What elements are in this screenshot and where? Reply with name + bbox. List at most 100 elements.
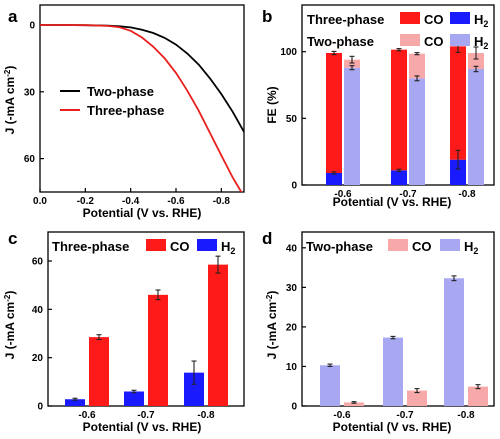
- panel-c-letter: c: [8, 229, 17, 248]
- panel-d-letter: d: [262, 229, 272, 248]
- panel-d-ytick-label: 40: [286, 243, 298, 254]
- legend-c-h2-label: H2: [221, 239, 235, 256]
- legend-two-phase-label: Two-phase: [87, 84, 154, 99]
- panel-b-bar-three-phase-co: [391, 49, 407, 171]
- panel-a-letter: a: [8, 7, 18, 26]
- panel-c-bar-co: [208, 264, 228, 406]
- panel-b-bar-two-phase-h2: [409, 78, 425, 185]
- panel-a-series-three-phase: [40, 24, 243, 192]
- panel-d-bar-h2: [444, 278, 464, 406]
- legend-b-three-co-swatch: [400, 12, 420, 24]
- panel-d-ytick-label: 0: [291, 402, 297, 413]
- panel-c-ytick-label: 20: [32, 353, 44, 364]
- panel-b-letter: b: [262, 7, 272, 26]
- panel-c-bar-co: [89, 337, 109, 406]
- legend-b-three-h2-label: H2: [474, 12, 488, 29]
- panel-d-xtick-label: -0.8: [457, 410, 475, 421]
- panel-a-ytick-label: 0: [29, 21, 35, 32]
- panel-a-xtick-label: -0.4: [122, 196, 140, 207]
- legend-b-two-h2-swatch: [450, 34, 470, 46]
- legend-c-co-swatch: [146, 239, 166, 251]
- panel-b-bar-three-phase-h2: [450, 159, 466, 185]
- panel-b-bar-two-phase-co: [344, 59, 360, 68]
- panel-a-ylabel: J (-mA cm-2): [3, 66, 17, 135]
- panel-d-xlabel: Potential (V vs. RHE): [333, 420, 452, 434]
- panel-b-bar-two-phase-h2: [468, 69, 484, 185]
- panel-d: d 0 10 20 30 40 -0.6 -0.7 -0.8 Potential (V vs.…: [262, 229, 495, 434]
- panel-c-ylabel: J (-mA cm-2): [3, 291, 17, 360]
- panel-b-bar-two-phase-co: [468, 53, 484, 69]
- legend-b-three-co-label: CO: [424, 12, 444, 27]
- legend-b-two-co-swatch: [400, 34, 420, 46]
- panel-a-xtick-label: -0.2: [77, 196, 95, 207]
- panel-c-ytick-label: 0: [37, 402, 43, 413]
- panel-a-xtick-label: -0.6: [167, 196, 185, 207]
- panel-d-xtick-label: -0.6: [333, 410, 351, 421]
- panel-a-frame: [39, 4, 245, 193]
- legend-d-co-label: CO: [412, 239, 432, 254]
- panel-b-plot: 0 50 100 -0.6 -0.7 -0.8: [280, 4, 495, 200]
- panel-c-frame: [47, 231, 245, 407]
- panel-d-bar-h2: [320, 365, 340, 406]
- panel-b: b 0 50 100 -0.6 -0.7 -0.8 Potential (V vs. RH…: [262, 4, 495, 209]
- panel-b-bar-three-phase-h2: [326, 173, 342, 185]
- panel-d-bar-co: [407, 390, 427, 406]
- panel-d-ytick-label: 20: [286, 322, 298, 333]
- panel-c-bar-h2: [184, 372, 204, 406]
- panel-b-bar-two-phase-co: [409, 53, 425, 79]
- panel-c-xlabel: Potential (V vs. RHE): [83, 420, 202, 434]
- panel-c-plot: 0 20 40 60 -0.6 -0.7 -0.8: [32, 231, 245, 421]
- panel-c: c 0 20 40 60 -0.6 -0.7 -0.8 Potential (V vs. R…: [3, 229, 245, 434]
- panel-a-legend: Two-phase Three-phase: [60, 84, 164, 118]
- legend-three-phase-label: Three-phase: [87, 103, 164, 118]
- panel-c-ytick-label: 40: [32, 305, 44, 316]
- legend-d-co-swatch: [388, 239, 408, 251]
- panel-c-bar-h2: [124, 391, 144, 406]
- panel-d-ytick-label: 30: [286, 283, 298, 294]
- panel-d-plot: 0 10 20 30 40 -0.6 -0.7 -0.8: [286, 231, 495, 421]
- panel-a-xtick-label: -0.8: [213, 196, 231, 207]
- panel-a-xtick-label: 0.0: [33, 196, 47, 207]
- legend-b-two-h2-label: H2: [474, 34, 488, 51]
- panel-b-xlabel: Potential (V vs. RHE): [333, 195, 452, 209]
- panel-d-ylabel: J (-mA cm-2): [265, 291, 279, 360]
- panel-b-ytick-label: 50: [286, 114, 298, 125]
- panel-a-ytick-label: 60: [24, 154, 36, 165]
- panel-c-bar-co: [148, 294, 168, 406]
- panel-b-bar-three-phase-co: [326, 53, 342, 173]
- panel-c-ytick-label: 60: [32, 257, 44, 268]
- legend-b-two-phase: Two-phase: [307, 34, 374, 49]
- panel-b-bar-three-phase-h2: [391, 170, 407, 185]
- panel-a-xlabel: Potential (V vs. RHE): [83, 206, 202, 220]
- panel-d-xtick-label: -0.7: [396, 410, 414, 421]
- panel-a-ytick-label: 30: [24, 87, 36, 98]
- legend-b-two-co-label: CO: [424, 34, 444, 49]
- legend-b-three-phase: Three-phase: [307, 12, 384, 27]
- panel-b-legend: Three-phase CO H2 Two-phase CO H2: [307, 12, 488, 51]
- panel-c-xtick-label: -0.6: [78, 410, 96, 421]
- panel-c-xtick-label: -0.8: [197, 410, 215, 421]
- panel-c-xtick-label: -0.7: [137, 410, 155, 421]
- panel-b-xtick-label: -0.7: [399, 189, 417, 200]
- legend-c-h2-swatch: [197, 239, 217, 251]
- panel-a: a 0.0 -0.2 -0.4 -0.6 -0.8 0 30 60 Potential (V …: [3, 4, 245, 220]
- legend-d-h2-swatch: [440, 239, 460, 251]
- panel-d-legend: Two-phase CO H2: [306, 239, 478, 256]
- legend-c-co-label: CO: [170, 239, 190, 254]
- legend-b-three-h2-swatch: [450, 12, 470, 24]
- panel-d-ytick-label: 10: [286, 362, 298, 373]
- panel-c-bar-h2: [65, 399, 85, 406]
- panel-d-bar-h2: [383, 337, 403, 406]
- legend-d-h2-label: H2: [464, 239, 478, 256]
- panel-b-ytick-label: 100: [280, 47, 297, 58]
- panel-b-ytick-label: 0: [291, 181, 297, 192]
- legend-d-two-phase: Two-phase: [306, 239, 373, 254]
- legend-c-three-phase: Three-phase: [52, 239, 129, 254]
- panel-b-bar-two-phase-h2: [344, 67, 360, 185]
- panel-b-ylabel: FE (%): [265, 86, 279, 123]
- panel-b-xtick-label: -0.8: [458, 189, 476, 200]
- panel-b-bar-three-phase-co: [450, 46, 466, 160]
- panel-b-xtick-label: -0.6: [334, 189, 352, 200]
- panel-d-bar-co: [468, 386, 488, 406]
